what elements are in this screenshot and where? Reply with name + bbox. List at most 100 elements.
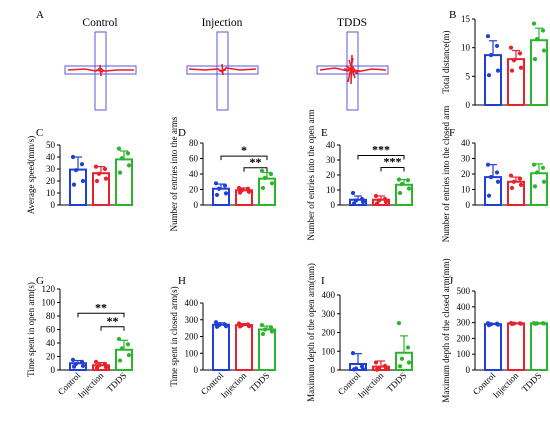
data-point-tdds — [260, 185, 266, 191]
data-point-tdds — [260, 331, 266, 337]
data-point-injection — [383, 199, 389, 205]
y-tick-label: 80 — [189, 138, 199, 148]
significance-bracket — [220, 155, 268, 161]
data-point-tdds — [119, 156, 125, 161]
x-tick-label: Injection — [219, 370, 249, 400]
y-tick-label: 200 — [457, 333, 471, 343]
data-point-tdds — [399, 356, 405, 361]
data-point-control — [495, 322, 501, 327]
significance-label: ** — [250, 155, 262, 169]
x-tick-label: TDDS — [520, 370, 544, 394]
y-tick-label: 120 — [42, 284, 56, 294]
chart-g: G 0 20 40 60 80 100 120 Time spent in open arm(s… — [26, 275, 133, 400]
significance-bracket — [243, 167, 268, 172]
data-point-control — [222, 183, 228, 188]
trajectory-title-control: Control — [82, 17, 117, 29]
chart-e: E 0 10 20 30 40 Number of entries into the ope… — [306, 110, 413, 241]
panel-letter-d: D — [178, 127, 186, 139]
data-point-tdds — [116, 336, 122, 342]
chart-f: F 0 10 20 30 40 Number of entries into the clo… — [441, 106, 548, 242]
y-tick-label: 100 — [322, 346, 336, 356]
y-tick-label: 60 — [46, 325, 56, 335]
y-tick-label: 10 — [461, 43, 471, 53]
bar-control — [69, 168, 87, 207]
data-point-injection — [93, 359, 99, 364]
data-point-tdds — [541, 48, 547, 53]
panel-a: A Control Injection TDDS — [36, 9, 389, 111]
data-point-injection — [94, 365, 100, 371]
data-point-tdds — [532, 57, 538, 62]
data-point-injection — [96, 171, 102, 176]
data-point-tdds — [540, 28, 546, 33]
bar-charts: B 0 5 10 15 Total distance(m) C 0 10 20 30 40 50 Aver… — [26, 9, 548, 403]
data-point-injection — [374, 367, 380, 372]
panel-letter-j: J — [449, 275, 454, 287]
panel-letter-a: A — [36, 9, 44, 21]
y-tick-label: 0 — [194, 365, 199, 375]
y-tick-label: 200 — [185, 332, 199, 342]
x-tick-label: Injection — [491, 370, 521, 400]
y-axis-label: Number of entries into the closed arm — [441, 106, 451, 242]
data-point-control — [213, 181, 219, 186]
data-point-injection — [94, 178, 100, 184]
maze-control — [64, 31, 137, 111]
data-point-injection — [509, 68, 515, 73]
y-tick-label: 40 — [46, 152, 56, 162]
y-tick-label: 0 — [194, 200, 199, 210]
data-point-injection — [236, 185, 242, 191]
data-point-tdds — [125, 151, 131, 156]
bar-tdds — [258, 328, 276, 371]
y-tick-label: 10 — [461, 185, 471, 195]
y-tick-label: 40 — [461, 138, 471, 148]
data-point-tdds — [117, 358, 123, 363]
data-point-control — [486, 323, 492, 328]
y-tick-label: 200 — [322, 328, 336, 338]
data-point-tdds — [399, 181, 405, 187]
data-point-control — [223, 324, 229, 329]
y-tick-label: 20 — [46, 352, 56, 362]
bar-injection — [507, 322, 525, 372]
data-point-tdds — [259, 323, 265, 328]
data-point-control — [488, 175, 494, 180]
y-tick-label: 100 — [457, 349, 471, 359]
data-point-control — [223, 191, 229, 196]
y-axis-label: Number of entries into the open arm — [306, 110, 316, 241]
data-point-tdds — [534, 170, 540, 175]
y-tick-label: 0 — [466, 100, 471, 110]
data-point-injection — [517, 51, 523, 56]
y-tick-label: 40 — [189, 169, 199, 179]
maze-tdds — [316, 31, 389, 111]
y-tick-label: 0 — [466, 200, 471, 210]
data-point-injection — [103, 176, 109, 181]
track-tdds — [319, 54, 387, 85]
data-point-injection — [246, 189, 252, 194]
data-point-tdds — [259, 168, 265, 173]
data-point-injection — [102, 166, 108, 172]
y-tick-label: 30 — [46, 164, 56, 174]
data-point-injection — [237, 190, 243, 195]
y-tick-label: 500 — [457, 286, 471, 296]
y-tick-label: 100 — [42, 298, 56, 308]
data-point-control — [213, 320, 219, 325]
significance-bracket — [357, 155, 405, 160]
data-point-control — [80, 363, 86, 369]
data-point-control — [353, 198, 359, 203]
data-point-tdds — [396, 177, 402, 182]
y-axis-label: Time spent in open arm(s) — [26, 282, 36, 377]
bar-tdds — [530, 322, 548, 372]
y-tick-label: 15 — [461, 14, 471, 24]
data-point-injection — [237, 324, 243, 329]
data-point-tdds — [541, 179, 547, 184]
y-tick-label: 20 — [46, 176, 56, 186]
bar-injection — [235, 324, 253, 371]
panel-letter-h: H — [178, 275, 186, 287]
significance-bracket — [77, 312, 125, 318]
significance-label: * — [241, 143, 247, 157]
data-point-control — [350, 351, 356, 356]
track-control — [67, 64, 134, 77]
data-point-tdds — [397, 364, 403, 369]
bar-control — [484, 54, 502, 106]
y-tick-label: 5 — [466, 71, 471, 81]
y-tick-label: 0 — [51, 200, 56, 210]
data-point-control — [70, 154, 76, 160]
